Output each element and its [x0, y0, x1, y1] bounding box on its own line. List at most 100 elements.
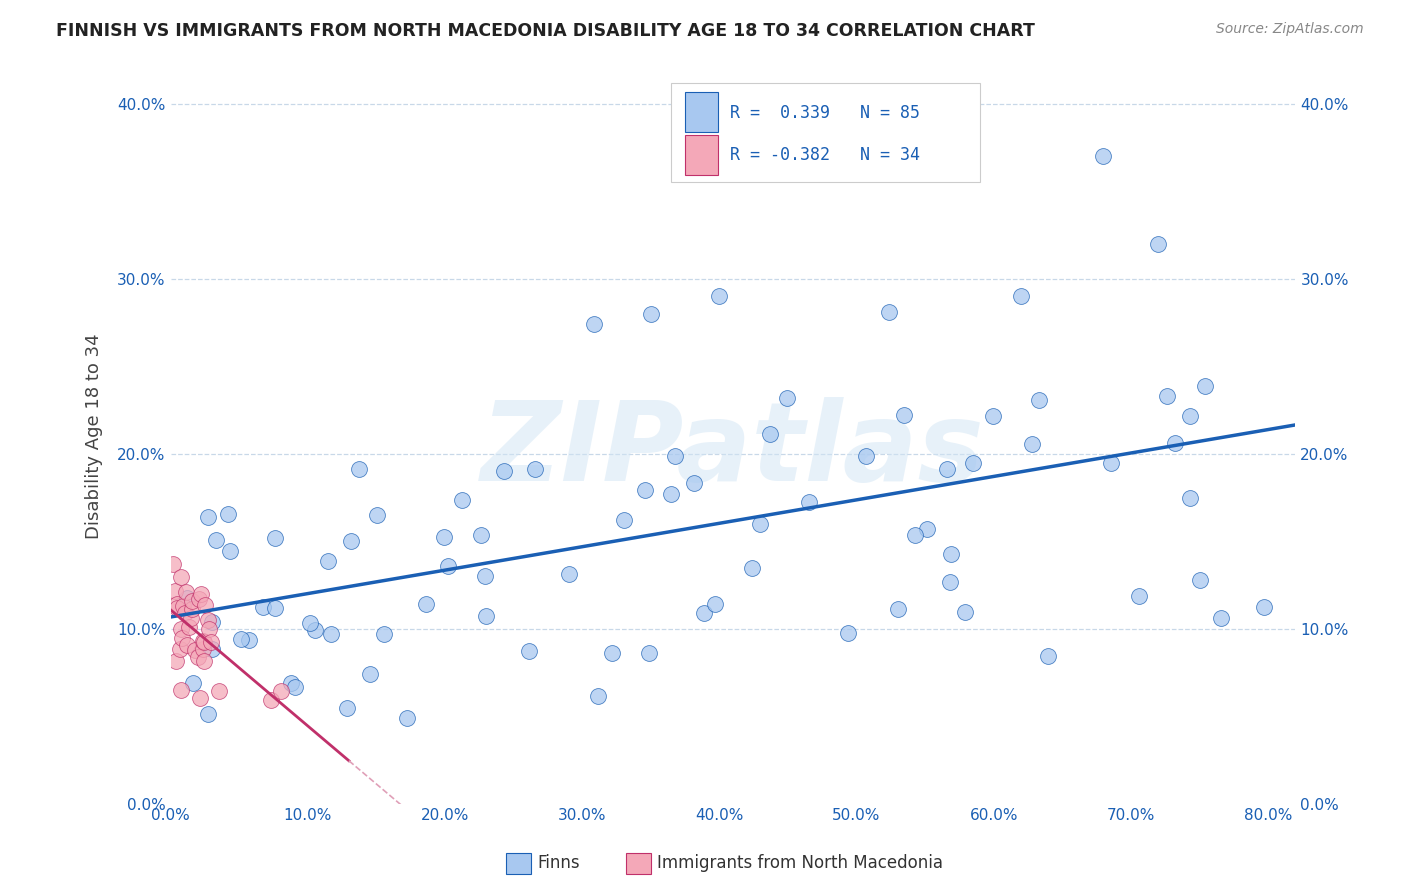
Point	[474, 569, 496, 583]
Point	[396, 711, 419, 725]
Point	[187, 650, 209, 665]
Point	[172, 599, 194, 614]
Point	[184, 643, 207, 657]
Point	[1147, 236, 1170, 251]
Bar	[685, 92, 718, 133]
Point	[181, 602, 204, 616]
Point	[366, 508, 388, 522]
Point	[208, 683, 231, 698]
Point	[181, 676, 204, 690]
Point	[638, 646, 661, 660]
Point	[188, 591, 211, 606]
Point	[319, 627, 342, 641]
Point	[238, 632, 260, 647]
Point	[169, 641, 191, 656]
Point	[340, 533, 363, 548]
Point	[252, 599, 274, 614]
Text: R = -0.382   N = 34: R = -0.382 N = 34	[730, 146, 920, 164]
Point	[180, 611, 202, 625]
Point	[229, 632, 252, 647]
Point	[1164, 436, 1187, 450]
Point	[270, 684, 292, 698]
Point	[470, 528, 492, 542]
Point	[1092, 149, 1115, 163]
Text: Source: ZipAtlas.com: Source: ZipAtlas.com	[1216, 22, 1364, 37]
Point	[190, 586, 212, 600]
Point	[640, 307, 662, 321]
Point	[170, 622, 193, 636]
Point	[517, 644, 540, 658]
Point	[193, 654, 215, 668]
Point	[664, 449, 686, 463]
Point	[191, 642, 214, 657]
Text: Finns: Finns	[537, 855, 579, 872]
Point	[1194, 379, 1216, 393]
Point	[837, 626, 859, 640]
Point	[1178, 491, 1201, 505]
Point	[855, 449, 877, 463]
Point	[904, 528, 927, 542]
Point	[1178, 409, 1201, 424]
Point	[475, 609, 498, 624]
Point	[1021, 436, 1043, 450]
Point	[359, 666, 381, 681]
Point	[1099, 456, 1122, 470]
Point	[893, 408, 915, 422]
Point	[741, 561, 763, 575]
Point	[799, 495, 821, 509]
Point	[1253, 600, 1275, 615]
Point	[200, 635, 222, 649]
Point	[494, 464, 516, 478]
Point	[1036, 648, 1059, 663]
Point	[935, 462, 957, 476]
Point	[558, 566, 581, 581]
Point	[198, 622, 221, 636]
Point	[373, 627, 395, 641]
Point	[1028, 393, 1050, 408]
Point	[166, 600, 188, 615]
Point	[602, 646, 624, 660]
Point	[953, 606, 976, 620]
Point	[451, 493, 474, 508]
Point	[1156, 388, 1178, 402]
Point	[174, 585, 197, 599]
Point	[523, 461, 546, 475]
Point	[177, 620, 200, 634]
Point	[170, 682, 193, 697]
Point	[1189, 573, 1212, 587]
Point	[201, 615, 224, 630]
Point	[284, 680, 307, 694]
Point	[316, 554, 339, 568]
Point	[188, 691, 211, 706]
Point	[887, 602, 910, 616]
Point	[1209, 611, 1232, 625]
Point	[749, 517, 772, 532]
Point	[197, 614, 219, 628]
Point	[704, 597, 727, 611]
Point	[682, 475, 704, 490]
Point	[1128, 589, 1150, 603]
Point	[877, 305, 900, 319]
Point	[433, 530, 456, 544]
Point	[981, 409, 1004, 424]
Point	[939, 574, 962, 589]
Point	[170, 570, 193, 584]
Point	[962, 456, 984, 470]
Point	[176, 638, 198, 652]
Point	[436, 559, 458, 574]
Point	[170, 632, 193, 646]
Point	[582, 318, 605, 332]
Point	[659, 487, 682, 501]
Point	[165, 654, 187, 668]
FancyBboxPatch shape	[671, 83, 980, 183]
Point	[263, 600, 285, 615]
Point	[176, 591, 198, 605]
Text: Immigrants from North Macedonia: Immigrants from North Macedonia	[657, 855, 942, 872]
Point	[613, 513, 636, 527]
Point	[776, 391, 799, 405]
Point	[197, 509, 219, 524]
Point	[349, 462, 371, 476]
Point	[197, 706, 219, 721]
Point	[709, 289, 731, 303]
Point	[304, 623, 326, 637]
